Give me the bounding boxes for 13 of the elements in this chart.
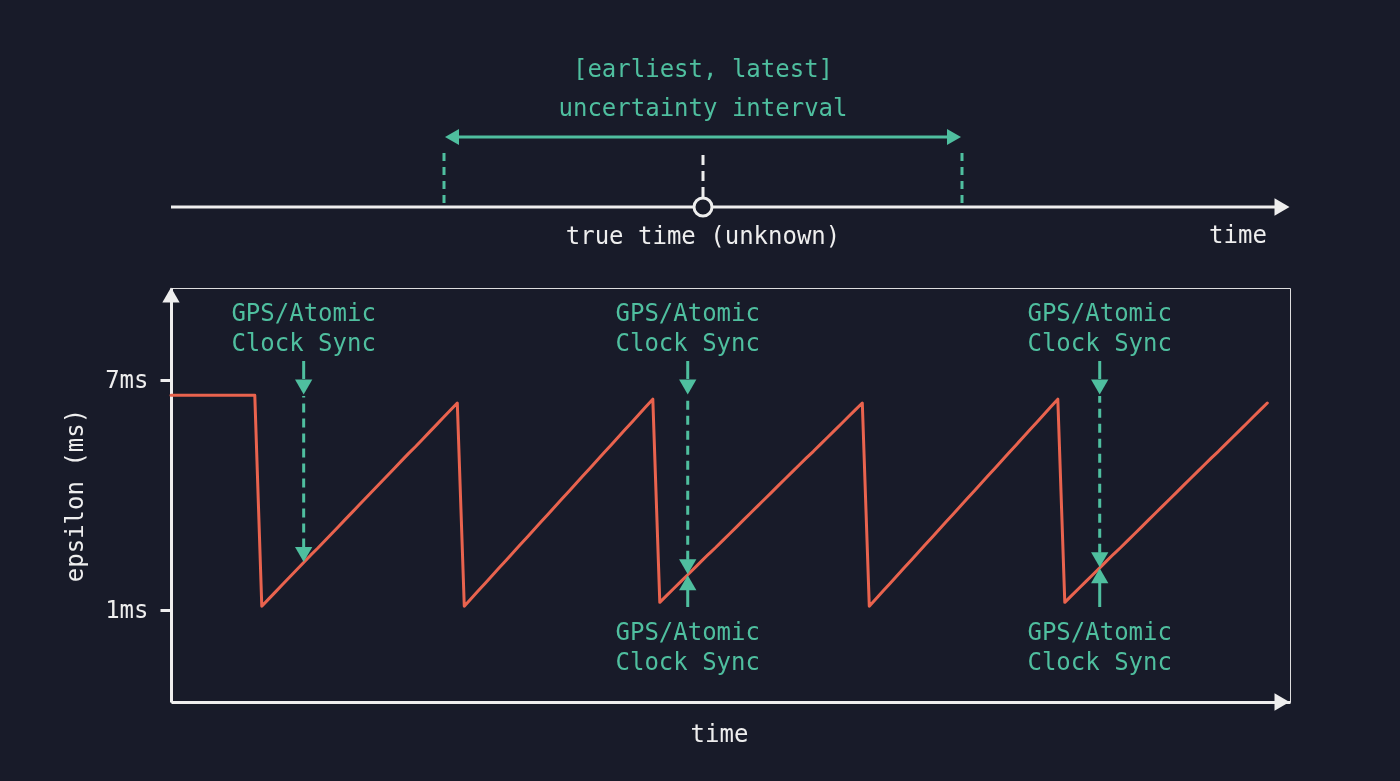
annotation: GPS/Atomic Clock Sync	[615, 299, 760, 357]
y-tick-label: 1ms	[105, 595, 149, 624]
text: [earliest, latest]	[572, 55, 834, 83]
text: uncertainty interval	[558, 94, 848, 122]
annotation: GPS/Atomic Clock Sync	[615, 618, 760, 676]
text: time	[1209, 221, 1267, 249]
annotation: GPS/Atomic Clock Sync	[231, 299, 376, 357]
annotation: GPS/Atomic Clock Sync	[1027, 618, 1172, 676]
annotation: GPS/Atomic Clock Sync	[1027, 299, 1172, 357]
y-axis-title: epsilon (ms)	[60, 408, 89, 583]
x-axis-title: time	[690, 719, 749, 748]
y-tick-label: 7ms	[105, 365, 149, 394]
text: true time (unknown)	[565, 222, 841, 250]
